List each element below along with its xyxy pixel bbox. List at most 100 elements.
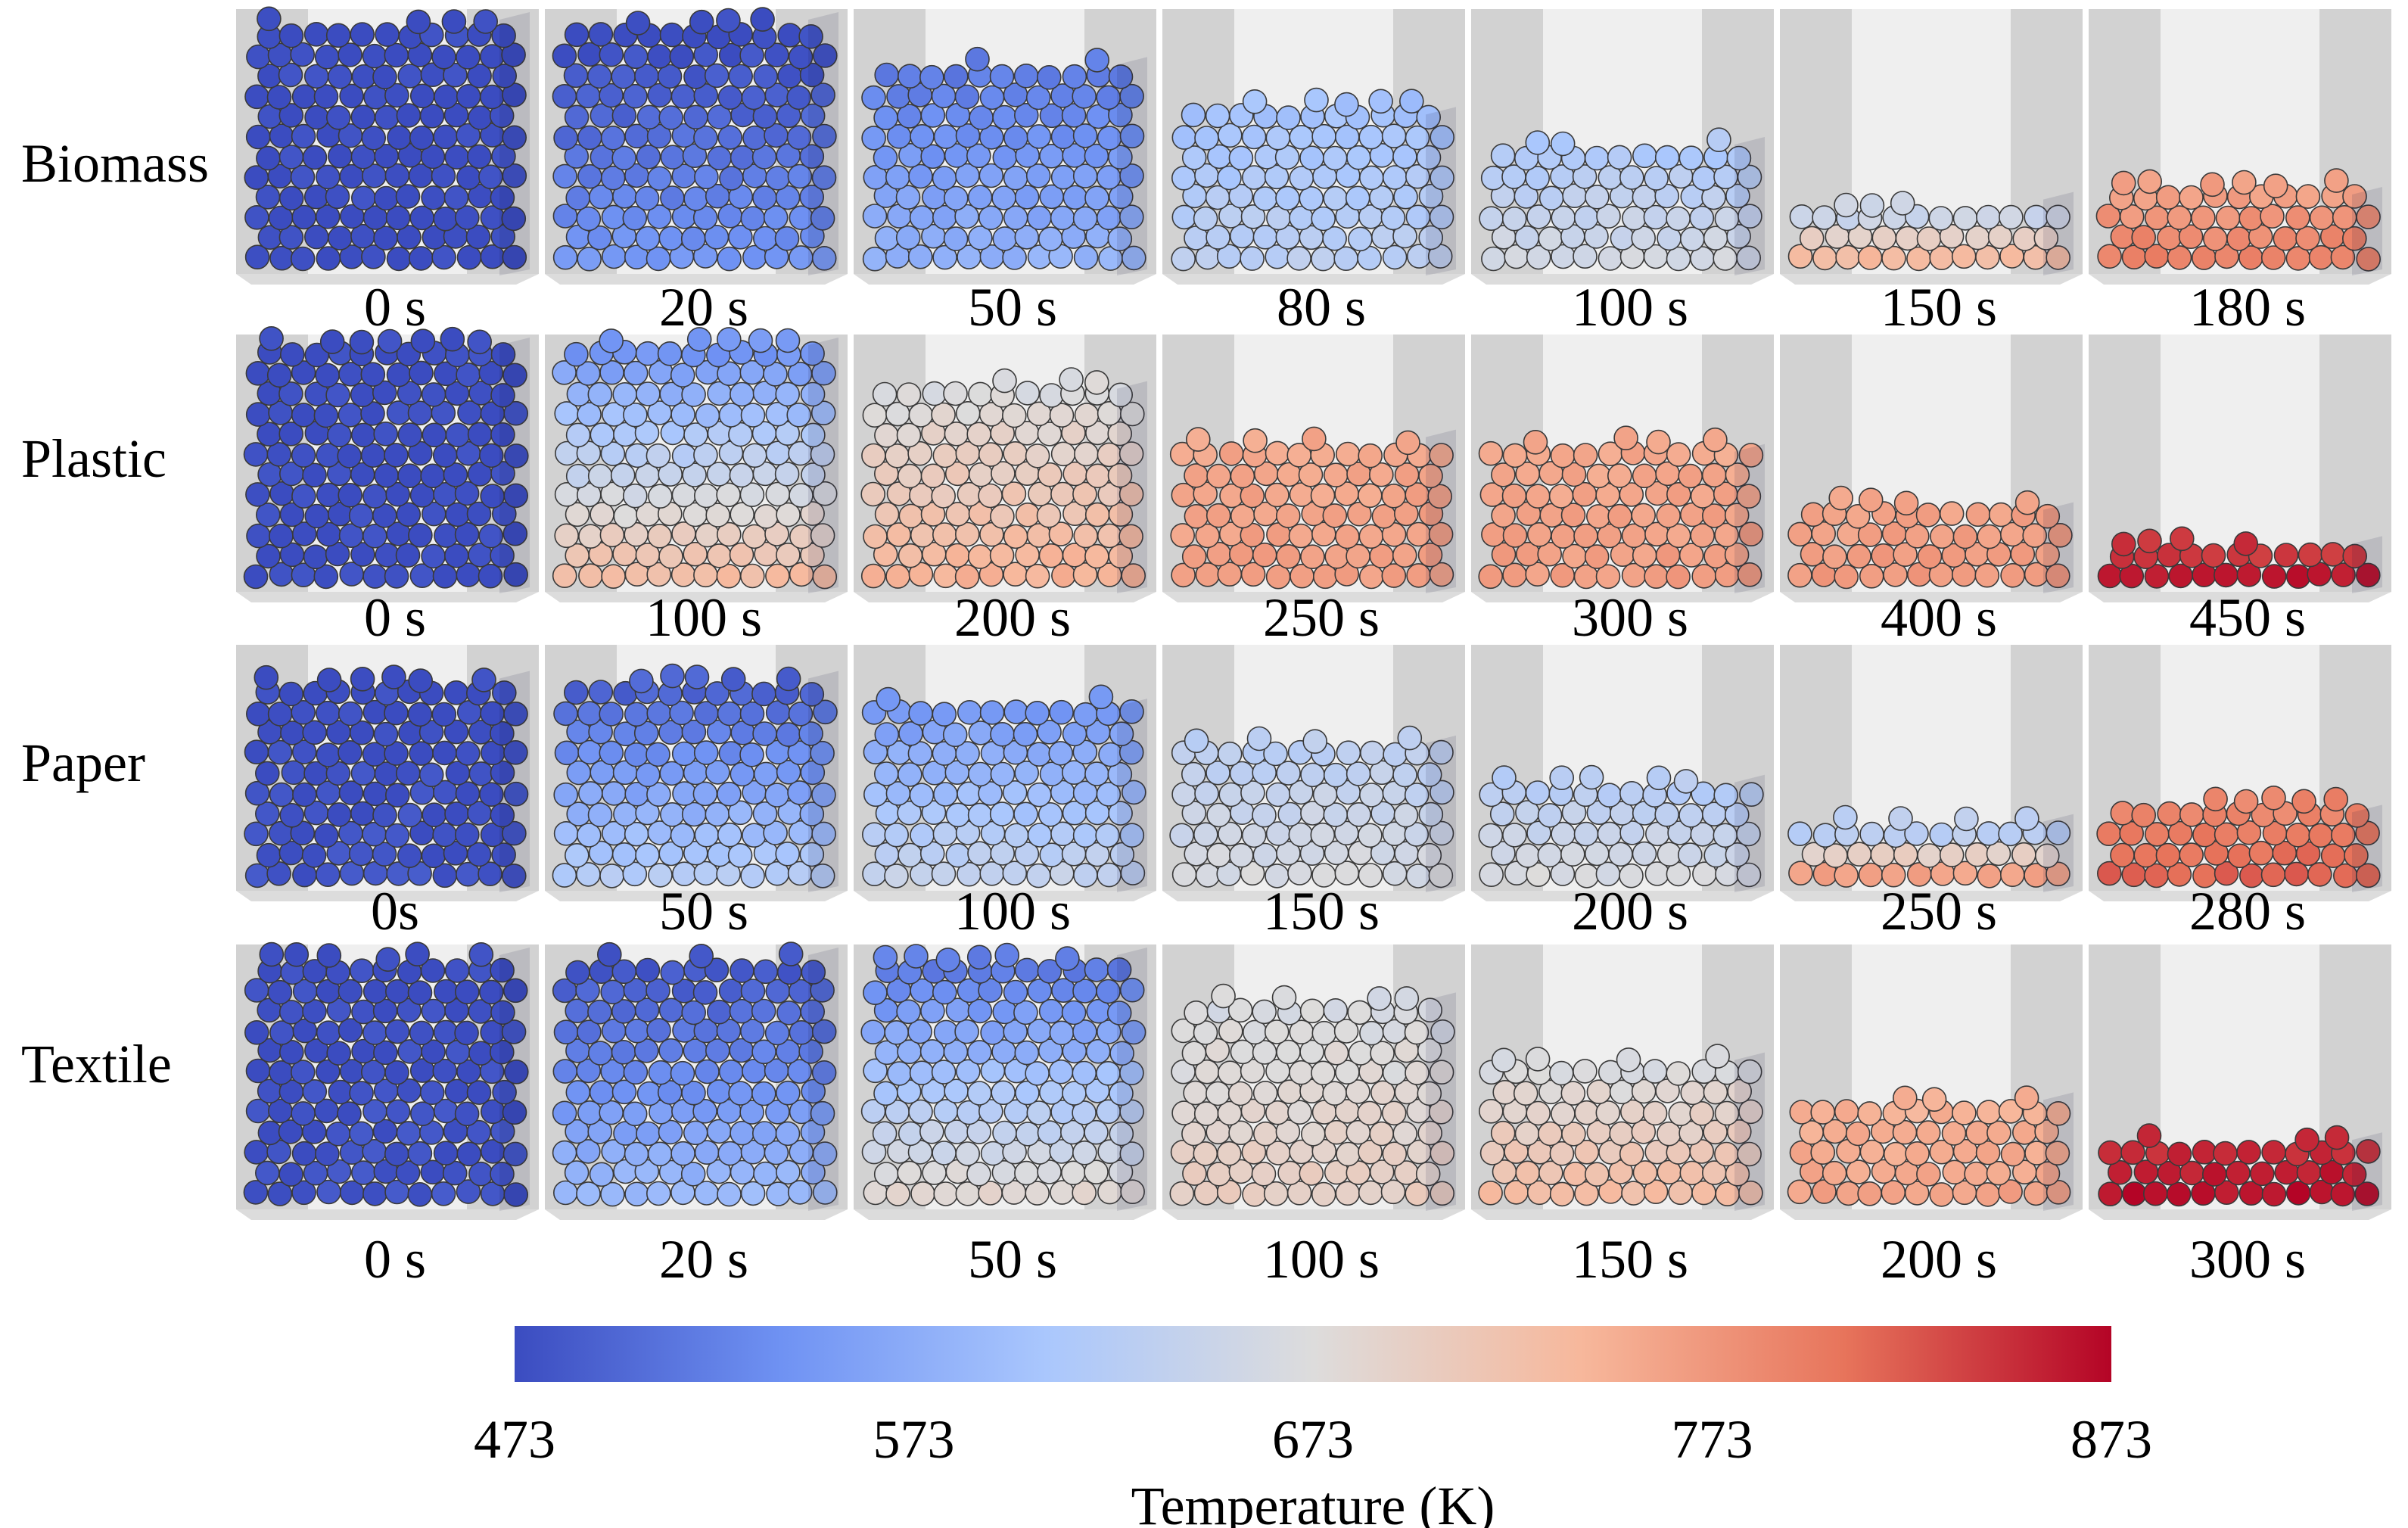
particle <box>692 244 718 269</box>
bed-side-face <box>1734 137 1765 275</box>
time-label: 50 s <box>968 277 1057 338</box>
particle <box>623 83 648 109</box>
particle <box>1014 103 1039 128</box>
snapshot-panel: 50 s <box>545 645 848 941</box>
snapshot-panel: 0 s <box>236 325 539 648</box>
snapshot-panel: 100 s <box>1471 9 1774 338</box>
bed-side-face <box>1426 735 1456 892</box>
snapshot-panel: 150 s <box>1780 9 2083 338</box>
snapshot-panel: 300 s <box>1471 335 1774 648</box>
particle <box>1072 84 1097 109</box>
particle <box>682 143 708 168</box>
snapshot-panel: 0 s <box>236 6 539 338</box>
snapshot-panel: 250 s <box>1780 645 2083 941</box>
time-label: 80 s <box>1277 277 1366 338</box>
particle <box>587 225 612 251</box>
particle-bed <box>1787 1085 2074 1211</box>
particle <box>290 246 316 272</box>
colorbar-tick-label: 573 <box>873 1409 955 1470</box>
particle-bed <box>1787 191 2074 275</box>
bed-side-face <box>1117 948 1147 1211</box>
bed-side-face <box>1734 1052 1765 1211</box>
particle <box>1073 244 1099 270</box>
colorbar-tick-label: 873 <box>2070 1409 2152 1470</box>
particle <box>1119 163 1144 188</box>
bed-side-face <box>2352 187 2382 275</box>
snapshot-panel: 0 s <box>236 941 539 1290</box>
row-label: Paper <box>21 733 145 793</box>
particle <box>811 245 837 271</box>
particle <box>799 144 825 169</box>
particle <box>1072 123 1098 148</box>
time-label: 400 s <box>1881 587 1997 648</box>
bed-side-face <box>499 948 530 1211</box>
particle <box>490 224 516 250</box>
bed-side-face <box>2043 191 2074 275</box>
particle <box>291 123 316 149</box>
particle-bed <box>860 367 1147 593</box>
snapshot-panel: 450 s <box>2089 335 2391 648</box>
particle <box>443 185 469 210</box>
particle <box>944 185 969 211</box>
particle <box>907 244 933 269</box>
time-label: 300 s <box>1572 587 1688 648</box>
particle <box>811 165 837 190</box>
particle <box>564 22 590 48</box>
time-label: 100 s <box>646 587 762 648</box>
particle <box>244 244 270 270</box>
time-label: 300 s <box>2189 1229 2306 1290</box>
particle <box>443 62 468 88</box>
particle <box>361 126 387 151</box>
particle <box>1014 185 1040 210</box>
particle <box>1119 204 1144 230</box>
snapshot-panel: 80 s <box>1162 9 1465 338</box>
colorbar-tick-label: 773 <box>1672 1409 1753 1470</box>
particle <box>599 42 624 67</box>
bed-side-face <box>808 948 838 1211</box>
bed-side-face <box>1426 992 1456 1211</box>
particle <box>739 42 764 68</box>
particle <box>406 9 431 35</box>
time-label: 0 s <box>364 1229 426 1290</box>
particle-bed <box>861 46 1147 276</box>
snapshot-panel: 150 s <box>1162 645 1465 941</box>
container-floor <box>1471 1209 1774 1220</box>
particle <box>501 206 527 232</box>
particle <box>278 225 304 250</box>
particle <box>467 64 492 89</box>
colorbar-tick-label: 473 <box>474 1409 555 1470</box>
particle <box>787 163 813 189</box>
bed-side-face <box>1117 57 1147 276</box>
particle <box>1109 184 1134 210</box>
particle <box>861 126 886 151</box>
particle-bed <box>860 942 1147 1211</box>
particle <box>395 184 421 209</box>
particle <box>302 145 328 170</box>
bed-side-face <box>808 12 838 275</box>
particle <box>693 42 719 67</box>
time-label: 100 s <box>954 881 1071 941</box>
particle <box>753 64 779 89</box>
particle <box>502 244 527 270</box>
particle <box>954 84 980 110</box>
particle <box>490 185 515 210</box>
particle <box>622 205 648 231</box>
particle <box>467 144 492 170</box>
particle-bed <box>2096 786 2382 892</box>
particle <box>920 103 946 128</box>
particle-bed <box>552 663 838 892</box>
bed-side-face <box>2043 502 2074 593</box>
bed-side-face <box>499 12 530 275</box>
particle <box>763 205 789 230</box>
row-textile: Textile 0 s 20 s 50 s 100 s 150 s 200 s 300 s <box>21 941 2391 1290</box>
time-label: 100 s <box>1572 277 1688 338</box>
particle-bed <box>1169 725 1456 892</box>
time-label: 250 s <box>1881 881 1997 941</box>
container-floor <box>1780 1209 2083 1220</box>
snapshot-panel: 200 s <box>854 335 1156 648</box>
particle <box>1061 224 1086 249</box>
bed-side-face <box>1426 107 1456 275</box>
particle <box>491 144 516 169</box>
